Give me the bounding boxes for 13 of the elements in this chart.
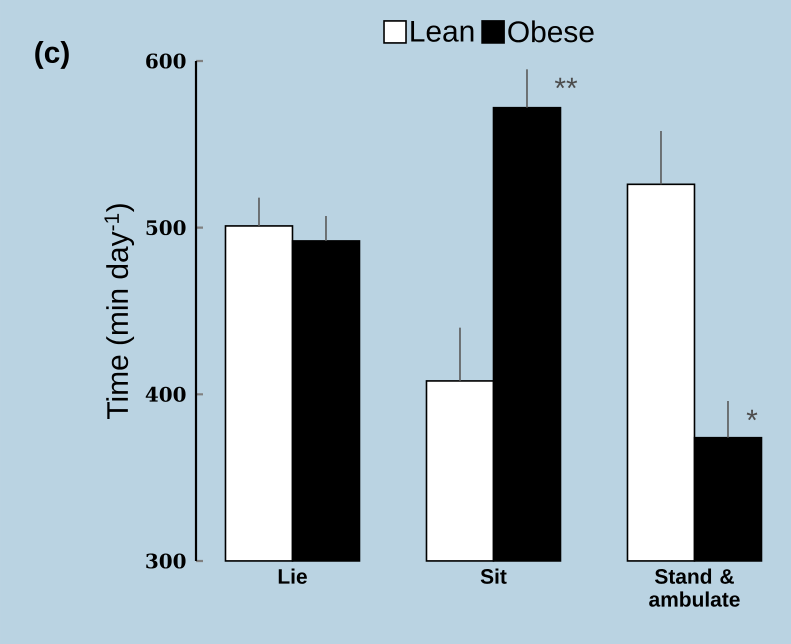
y-tick-label: 600 (146, 53, 186, 69)
text: (c) (35, 41, 69, 69)
annotation: ** (554, 78, 578, 88)
x-tick-label: Sit (480, 568, 507, 584)
x-tick-label: Stand & ambulate (649, 568, 740, 607)
legend-label: Lean (411, 20, 474, 42)
y-axis-title: Time (min day$^{-1}$) (104, 204, 134, 419)
annotation: * (746, 410, 758, 420)
y-tick-label: 300 (146, 553, 186, 569)
y-tick-label: 400 (146, 386, 186, 402)
y-tick-label: 500 (146, 220, 186, 236)
x-tick-label: Lie (278, 568, 307, 584)
legend-label: Obese (508, 20, 594, 42)
